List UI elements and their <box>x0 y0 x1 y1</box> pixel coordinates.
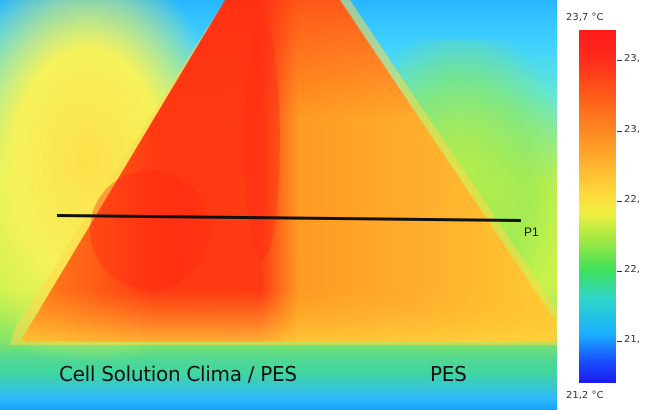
scale-tick <box>617 271 622 272</box>
hot-spot <box>90 170 210 290</box>
scale-tick-label: 22, <box>624 264 640 275</box>
triangle-shading <box>20 0 555 342</box>
fabric-triangle <box>10 0 557 345</box>
scale-tick-label: 23, <box>624 124 640 135</box>
scale-min-label: 21,2 °C <box>566 390 604 401</box>
scale-tick-label: 22, <box>624 194 640 205</box>
caption-right: PES <box>430 362 467 386</box>
scale-tick-label: 23, <box>624 53 640 64</box>
scale-tick <box>617 341 622 342</box>
scale-tick <box>617 60 622 61</box>
scale-tick <box>617 201 622 202</box>
thermal-image: P1 Cell Solution Clima / PES PES <box>0 0 557 410</box>
scale-tick-label: 21, <box>624 334 640 345</box>
cool-region-bottom <box>0 340 557 410</box>
scale-tick <box>617 131 622 132</box>
scale-max-label: 23,7 °C <box>566 12 604 23</box>
caption-left: Cell Solution Clima / PES <box>59 362 297 386</box>
profile-marker-label: P1 <box>524 225 539 239</box>
hot-seam <box>244 20 280 260</box>
color-scale-bar <box>579 30 616 383</box>
